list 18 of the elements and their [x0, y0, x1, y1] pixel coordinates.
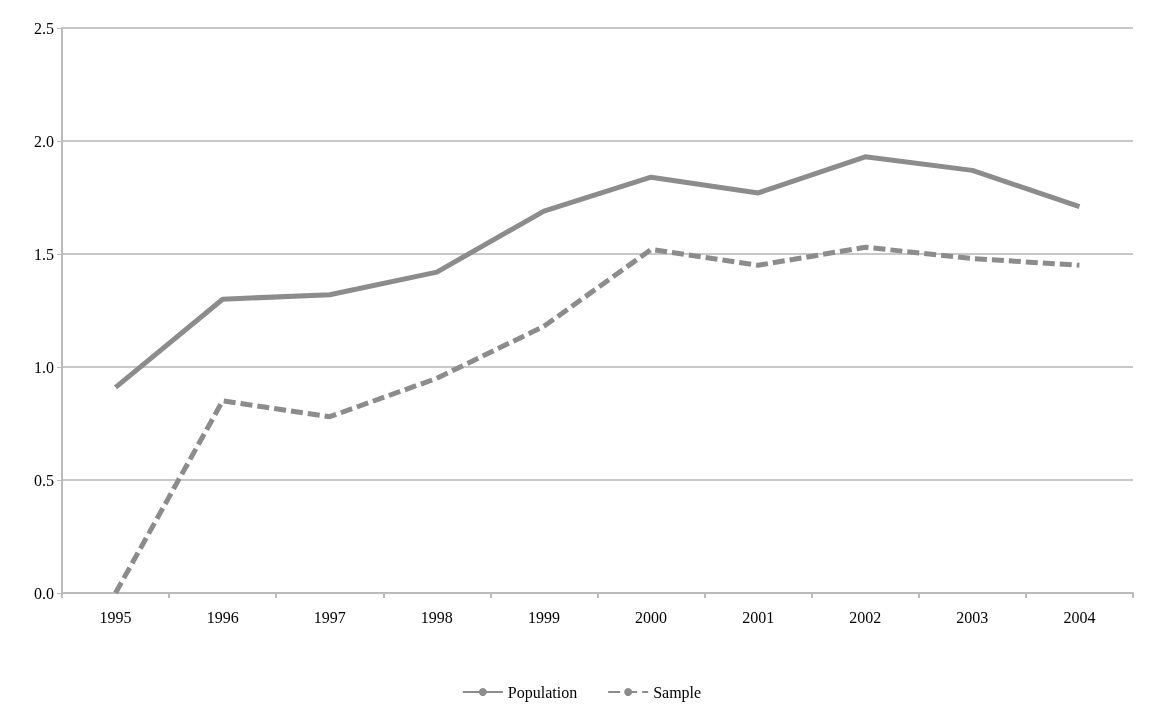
y-tick-label: 2.5 — [34, 19, 54, 37]
y-tick-label: 1.5 — [34, 245, 54, 263]
y-tick-label: 1.0 — [34, 358, 54, 376]
x-tick-label: 1996 — [206, 608, 239, 626]
x-tick-label: 1997 — [313, 608, 346, 626]
x-tick-label: 2002 — [849, 608, 882, 626]
y-tick-label: 0.5 — [34, 471, 54, 489]
x-tick-label: 1998 — [420, 608, 453, 626]
legend-label: Population — [507, 683, 578, 702]
x-tick-label: 1995 — [99, 608, 132, 626]
legend-label: Sample — [653, 683, 702, 702]
x-tick-label: 2001 — [742, 608, 775, 626]
x-tick-label: 1999 — [527, 608, 560, 626]
y-tick-label: 0.0 — [34, 584, 54, 602]
x-tick-label: 2003 — [956, 608, 989, 626]
x-tick-label: 2004 — [1063, 608, 1096, 626]
x-tick-label: 2000 — [635, 608, 668, 626]
y-tick-label: 2.0 — [34, 132, 54, 150]
